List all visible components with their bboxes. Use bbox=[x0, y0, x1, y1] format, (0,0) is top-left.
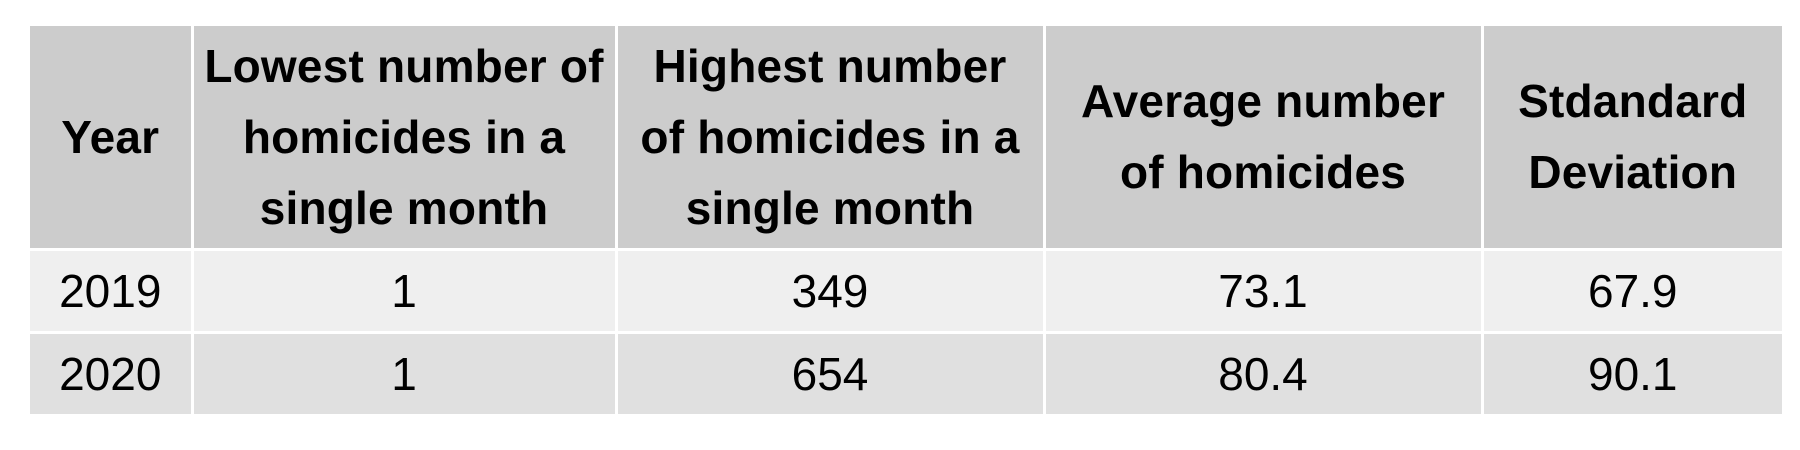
cell-highest: 654 bbox=[614, 331, 1046, 414]
cell-year: 2020 bbox=[30, 331, 194, 414]
cell-highest: 349 bbox=[614, 248, 1046, 334]
cell-average: 73.1 bbox=[1042, 248, 1484, 334]
cell-average: 80.4 bbox=[1042, 331, 1484, 414]
header-highest: Highest number of homicides in a single … bbox=[614, 26, 1046, 251]
cell-lowest: 1 bbox=[190, 331, 618, 414]
cell-year: 2019 bbox=[30, 248, 194, 334]
header-average: Average number of homicides bbox=[1042, 26, 1484, 251]
header-year: Year bbox=[30, 26, 194, 251]
cell-std-dev: 90.1 bbox=[1480, 331, 1782, 414]
header-std-dev: Stdandard Deviation bbox=[1480, 26, 1782, 251]
homicide-stats-table: Year Lowest number of homicides in a sin… bbox=[30, 26, 1782, 414]
table-row: 2019 1 349 73.1 67.9 bbox=[30, 248, 1782, 334]
homicide-stats-table-container: Year Lowest number of homicides in a sin… bbox=[30, 26, 1782, 414]
header-row: Year Lowest number of homicides in a sin… bbox=[30, 26, 1782, 251]
cell-lowest: 1 bbox=[190, 248, 618, 334]
table-row: 2020 1 654 80.4 90.1 bbox=[30, 331, 1782, 414]
header-lowest: Lowest number of homicides in a single m… bbox=[190, 26, 618, 251]
cell-std-dev: 67.9 bbox=[1480, 248, 1782, 334]
